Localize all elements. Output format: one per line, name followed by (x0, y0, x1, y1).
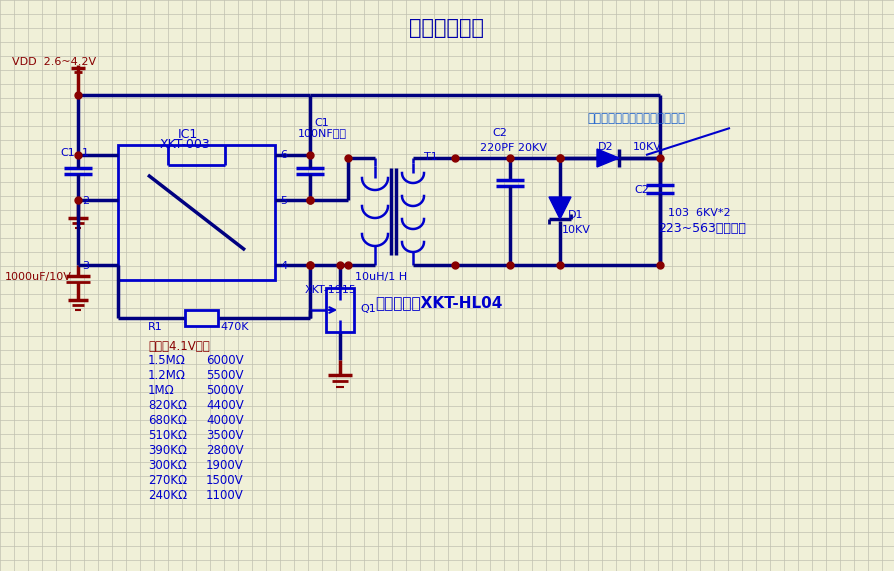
Text: 5000V: 5000V (206, 384, 243, 397)
Text: Q1: Q1 (360, 304, 375, 314)
Text: 390KΩ: 390KΩ (148, 444, 187, 457)
Bar (118, 145, 275, 280)
Text: T1: T1 (424, 152, 438, 162)
Text: 2: 2 (82, 196, 89, 206)
Text: XKT-003: XKT-003 (160, 138, 211, 151)
Text: 680KΩ: 680KΩ (148, 414, 187, 427)
Text: C2: C2 (634, 185, 649, 195)
Text: 1500V: 1500V (206, 474, 244, 487)
Text: D1: D1 (568, 210, 584, 220)
Text: 1100V: 1100V (206, 489, 244, 502)
Text: 微电蚊拍电路: 微电蚊拍电路 (409, 18, 485, 38)
Polygon shape (549, 197, 571, 219)
Text: R1: R1 (148, 322, 163, 332)
Text: C1: C1 (60, 148, 75, 158)
Text: 10uH/1 H: 10uH/1 H (355, 272, 407, 282)
Text: D2: D2 (598, 142, 613, 152)
Text: 4: 4 (280, 261, 287, 271)
Text: C1: C1 (314, 118, 329, 128)
Text: IC1: IC1 (178, 128, 198, 141)
Text: 3500V: 3500V (206, 429, 243, 442)
Text: 1.5MΩ: 1.5MΩ (148, 354, 186, 367)
Text: 电容越大电蚊效果越好成本越高: 电容越大电蚊效果越好成本越高 (587, 112, 685, 125)
Text: 4000V: 4000V (206, 414, 244, 427)
Text: VDD  2.6~4.2V: VDD 2.6~4.2V (12, 57, 97, 67)
Text: 103  6KV*2: 103 6KV*2 (668, 208, 730, 218)
Text: 5500V: 5500V (206, 369, 243, 382)
Text: 供电：4.1V测试: 供电：4.1V测试 (148, 340, 210, 353)
Text: 4400V: 4400V (206, 399, 244, 412)
Text: 820KΩ: 820KΩ (148, 399, 187, 412)
Text: 线圈编号：XKT-HL04: 线圈编号：XKT-HL04 (375, 295, 502, 310)
Text: 1900V: 1900V (206, 459, 244, 472)
Text: C2: C2 (492, 128, 507, 138)
Text: 3: 3 (82, 261, 89, 271)
Text: 5: 5 (280, 196, 287, 206)
Text: 270KΩ: 270KΩ (148, 474, 187, 487)
Text: 220PF 20KV: 220PF 20KV (480, 143, 547, 153)
Text: 2800V: 2800V (206, 444, 244, 457)
Text: 1000uF/10V: 1000uF/10V (5, 272, 72, 282)
Text: 1: 1 (82, 148, 89, 158)
Text: 6000V: 6000V (206, 354, 244, 367)
Text: 10KV: 10KV (633, 142, 662, 152)
Text: 510KΩ: 510KΩ (148, 429, 187, 442)
Text: 100NF三环: 100NF三环 (298, 128, 347, 138)
Text: 6: 6 (280, 150, 287, 160)
Bar (326, 288, 354, 332)
Text: 10KV: 10KV (562, 225, 591, 235)
Text: 223~563高压电容: 223~563高压电容 (658, 222, 746, 235)
Text: 300KΩ: 300KΩ (148, 459, 187, 472)
Text: 240KΩ: 240KΩ (148, 489, 187, 502)
Text: XKT-1915: XKT-1915 (305, 285, 357, 295)
Bar (185, 310, 218, 326)
Text: 470K: 470K (220, 322, 249, 332)
Polygon shape (597, 149, 619, 167)
Text: 1MΩ: 1MΩ (148, 384, 174, 397)
Text: 1.2MΩ: 1.2MΩ (148, 369, 186, 382)
